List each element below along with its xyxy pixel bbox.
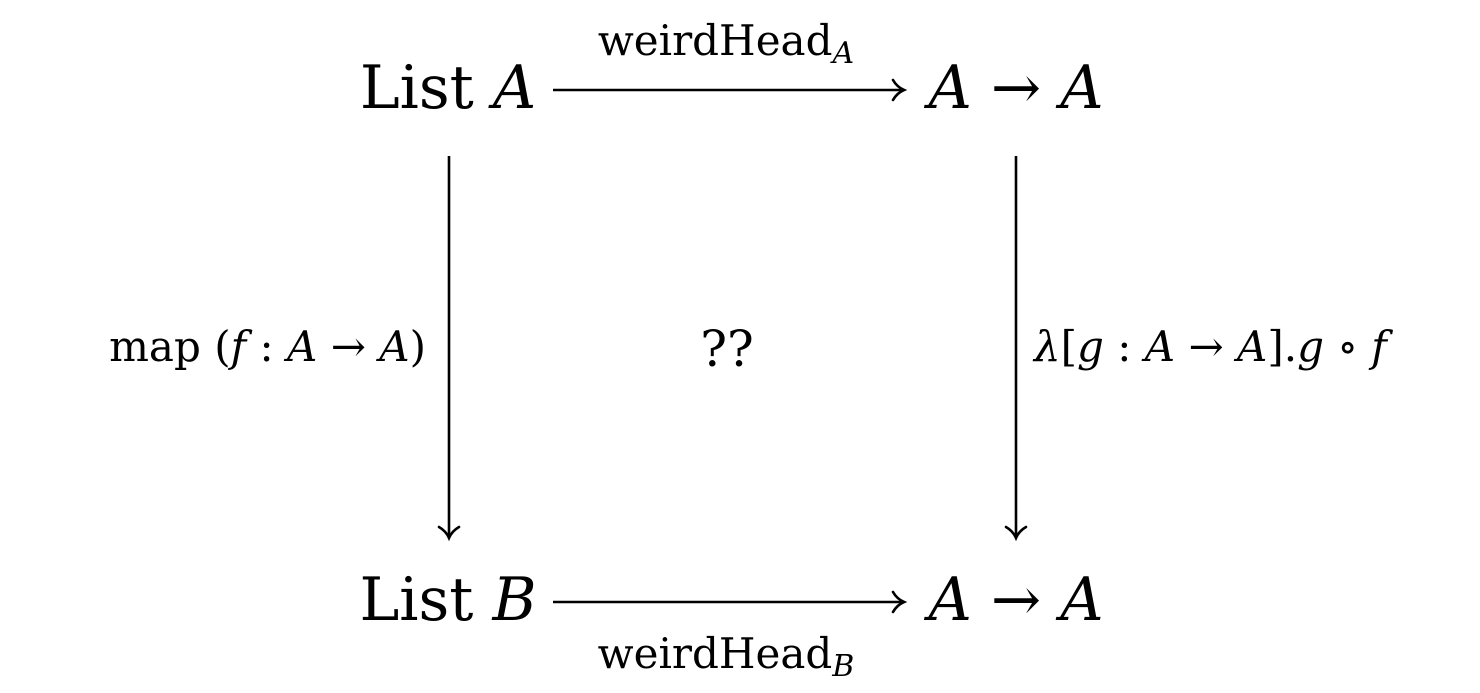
arrow-weirdhead-a [553, 78, 908, 102]
node-list-a-var: A [488, 53, 536, 123]
arrow-lambda [1004, 156, 1028, 542]
center-question-label: ?? [700, 320, 754, 378]
label-map: map (f : A → A) [109, 322, 426, 371]
label-weirdhead-b-subscript: B [831, 649, 854, 684]
label-lambda-open: [ [1061, 322, 1077, 371]
node-a-to-a-bottom: A → A [923, 565, 1103, 635]
label-weirdhead-a-subscript: A [829, 36, 854, 71]
node-list-b: List B [359, 565, 536, 635]
label-lambda-f: f [1368, 322, 1393, 371]
node-a-to-a-top-arrow: → [991, 53, 1041, 123]
arrow-weirdhead-b [553, 590, 908, 614]
node-a-to-a-bottom-arrow: → [991, 565, 1041, 635]
label-map-domain: A [283, 322, 317, 371]
label-lambda-g1: g [1077, 322, 1104, 371]
label-lambda-g2: g [1297, 322, 1324, 371]
node-a-to-a-top-right: A [1055, 53, 1103, 123]
node-list-a-word: List [360, 53, 474, 123]
label-map-suffix: ) [410, 322, 426, 371]
node-list-b-var: B [491, 565, 536, 635]
node-list-b-word: List [359, 565, 473, 635]
label-map-prefix: map ( [109, 322, 231, 371]
node-a-to-a-top-left: A [923, 53, 971, 123]
label-lambda-symbol: λ [1032, 322, 1061, 371]
label-weirdhead-a-name: weirdHead [598, 16, 833, 65]
label-lambda-compose: ∘ [1324, 322, 1371, 371]
node-a-to-a-top: A → A [923, 53, 1103, 123]
label-lambda-domain: A [1141, 322, 1175, 371]
label-lambda: λ[g : A → A].g ∘ f [1032, 322, 1393, 371]
node-list-a: List A [360, 53, 536, 123]
label-map-arrow: → [317, 322, 379, 371]
label-weirdhead-b-name: weirdHead [598, 629, 833, 678]
label-map-codomain: A [375, 322, 409, 371]
label-lambda-arrow: → [1175, 322, 1237, 371]
node-a-to-a-bottom-right: A [1055, 565, 1103, 635]
label-lambda-close: ]. [1267, 322, 1297, 371]
node-a-to-a-bottom-left: A [923, 565, 971, 635]
label-weirdhead-a: weirdHeadA [598, 16, 854, 71]
label-map-colon: : [246, 322, 287, 371]
label-lambda-codomain: A [1233, 322, 1267, 371]
label-lambda-colon: : [1104, 322, 1145, 371]
arrow-map [437, 156, 461, 542]
label-weirdhead-b: weirdHeadB [598, 629, 855, 684]
